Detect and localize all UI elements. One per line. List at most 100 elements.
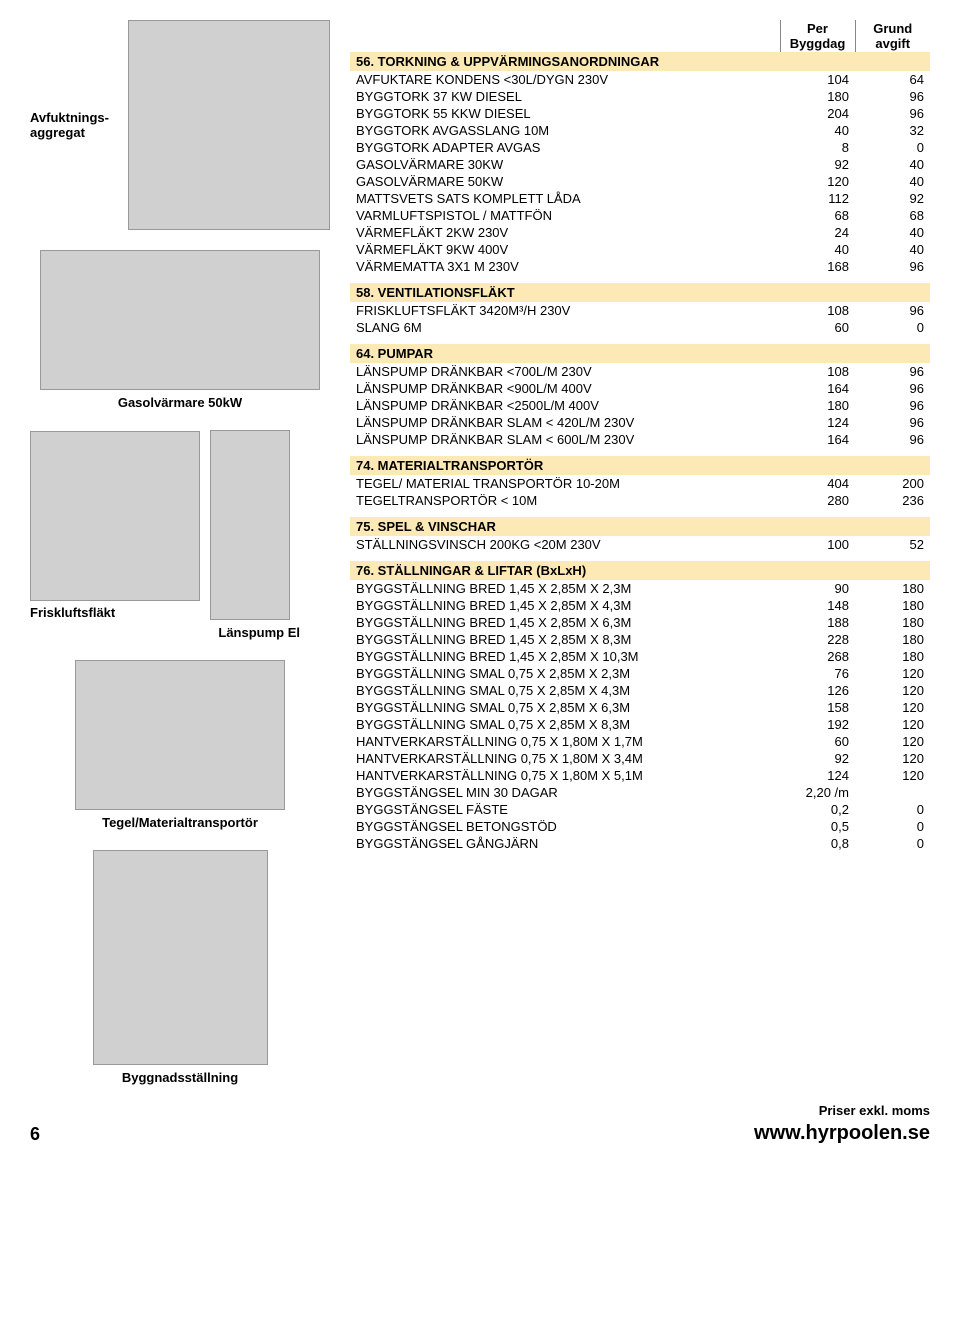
item-name: LÄNSPUMP DRÄNKBAR SLAM < 600L/M 230V [350,431,780,448]
item-name: BYGGSTÄLLNING SMAL 0,75 X 2,85M X 2,3M [350,665,780,682]
table-row: BYGGSTÄLLNING BRED 1,45 X 2,85M X 2,3M90… [350,580,930,597]
grund-avgift: 180 [855,648,930,665]
item-name: BYGGSTÄLLNING BRED 1,45 X 2,85M X 2,3M [350,580,780,597]
table-row: BYGGTORK 37 KW DIESEL18096 [350,88,930,105]
item-name: LÄNSPUMP DRÄNKBAR <700L/M 230V [350,363,780,380]
table-row: VÄRMEMATTA 3X1 M 230V16896 [350,258,930,275]
per-byggdag: 104 [780,71,855,88]
item-name: AVFUKTARE KONDENS <30L/DYGN 230V [350,71,780,88]
grund-avgift: 96 [855,88,930,105]
table-row: GASOLVÄRMARE 30KW9240 [350,156,930,173]
table-row: VARMLUFTSPISTOL / MATTFÖN6868 [350,207,930,224]
item-name: BYGGSTÄNGSEL FÄSTE [350,801,780,818]
grund-avgift: 40 [855,241,930,258]
item-name: BYGGTORK 55 KKW DIESEL [350,105,780,122]
table-row: BYGGTORK ADAPTER AVGAS80 [350,139,930,156]
per-byggdag: 0,2 [780,801,855,818]
table-row: MATTSVETS SATS KOMPLETT LÅDA11292 [350,190,930,207]
per-byggdag: 228 [780,631,855,648]
grund-avgift: 180 [855,614,930,631]
item-name: LÄNSPUMP DRÄNKBAR <900L/M 400V [350,380,780,397]
price-table: PerByggdagGrundavgift56. TORKNING & UPPV… [350,20,930,852]
item-name: LÄNSPUMP DRÄNKBAR SLAM < 420L/M 230V [350,414,780,431]
item-name: BYGGSTÄNGSEL BETONGSTÖD [350,818,780,835]
item-name: BYGGSTÄLLNING BRED 1,45 X 2,85M X 10,3M [350,648,780,665]
section-title: 75. SPEL & VINSCHAR [350,517,780,536]
image-block: Avfuktnings-aggregat [30,20,330,230]
table-row: BYGGSTÄLLNING BRED 1,45 X 2,85M X 4,3M14… [350,597,930,614]
item-name: BYGGSTÄNGSEL GÅNGJÄRN [350,835,780,852]
item-name: VÄRMEMATTA 3X1 M 230V [350,258,780,275]
table-row: LÄNSPUMP DRÄNKBAR <900L/M 400V16496 [350,380,930,397]
footer-url: www.hyrpoolen.se [754,1122,930,1145]
grund-avgift: 52 [855,536,930,553]
table-row: LÄNSPUMP DRÄNKBAR SLAM < 600L/M 230V1649… [350,431,930,448]
header-cell: PerByggdag [780,20,855,52]
price-table-column: PerByggdagGrundavgift56. TORKNING & UPPV… [350,20,930,1085]
per-byggdag: 0,5 [780,818,855,835]
page-footer: 6 Priser exkl. moms www.hyrpoolen.se [0,1095,960,1157]
item-name: GASOLVÄRMARE 50KW [350,173,780,190]
grund-avgift: 0 [855,818,930,835]
item-name: TEGEL/ MATERIAL TRANSPORTÖR 10-20M [350,475,780,492]
per-byggdag: 158 [780,699,855,716]
grund-avgift: 120 [855,750,930,767]
section-title: 74. MATERIALTRANSPORTÖR [350,456,780,475]
section-title: 64. PUMPAR [350,344,780,363]
per-byggdag: 92 [780,156,855,173]
item-name: BYGGSTÄNGSEL MIN 30 DAGAR [350,784,780,801]
image-block: Gasolvärmare 50kW [40,250,320,410]
table-row: BYGGSTÄLLNING BRED 1,45 X 2,85M X 8,3M22… [350,631,930,648]
item-name: FRISKLUFTSFLÄKT 3420M³/H 230V [350,302,780,319]
per-byggdag: 126 [780,682,855,699]
item-name: SLANG 6M [350,319,780,336]
grund-avgift: 0 [855,319,930,336]
section-title: 58. VENTILATIONSFLÄKT [350,283,780,302]
grund-avgift: 120 [855,767,930,784]
per-byggdag: 68 [780,207,855,224]
table-row: FRISKLUFTSFLÄKT 3420M³/H 230V10896 [350,302,930,319]
image-block: Tegel/Materialtransportör [75,660,285,830]
image-placeholder [40,250,320,390]
item-name: BYGGTORK 37 KW DIESEL [350,88,780,105]
per-byggdag: 0,8 [780,835,855,852]
image-placeholder [75,660,285,810]
table-row: SLANG 6M600 [350,319,930,336]
section-header-row: 76. STÄLLNINGAR & LIFTAR (BxLxH) [350,561,930,580]
per-byggdag: 268 [780,648,855,665]
table-row: BYGGSTÄLLNING SMAL 0,75 X 2,85M X 6,3M15… [350,699,930,716]
image-label: Tegel/Materialtransportör [102,815,258,830]
grund-avgift: 68 [855,207,930,224]
table-row: HANTVERKARSTÄLLNING 0,75 X 1,80M X 3,4M9… [350,750,930,767]
grund-avgift: 236 [855,492,930,509]
image-column: Avfuktnings-aggregat Gasolvärmare 50kW F… [30,20,330,1085]
table-row: BYGGSTÄLLNING SMAL 0,75 X 2,85M X 4,3M12… [350,682,930,699]
table-row: HANTVERKARSTÄLLNING 0,75 X 1,80M X 1,7M6… [350,733,930,750]
table-row: LÄNSPUMP DRÄNKBAR <700L/M 230V10896 [350,363,930,380]
table-row: TEGEL/ MATERIAL TRANSPORTÖR 10-20M404200 [350,475,930,492]
grund-avgift: 120 [855,699,930,716]
per-byggdag: 148 [780,597,855,614]
section-header-row: 64. PUMPAR [350,344,930,363]
table-row: GASOLVÄRMARE 50KW12040 [350,173,930,190]
per-byggdag: 76 [780,665,855,682]
table-row: BYGGSTÄLLNING BRED 1,45 X 2,85M X 10,3M2… [350,648,930,665]
table-row: BYGGTORK AVGASSLANG 10M4032 [350,122,930,139]
table-row: BYGGSTÄNGSEL GÅNGJÄRN0,80 [350,835,930,852]
item-name: BYGGSTÄLLNING SMAL 0,75 X 2,85M X 6,3M [350,699,780,716]
grund-avgift: 96 [855,380,930,397]
grund-avgift: 40 [855,224,930,241]
per-byggdag: 8 [780,139,855,156]
table-row: BYGGSTÄNGSEL FÄSTE0,20 [350,801,930,818]
grund-avgift: 120 [855,733,930,750]
section-header-row: 56. TORKNING & UPPVÄRMINGSANORDNINGAR [350,52,930,71]
grund-avgift: 40 [855,156,930,173]
grund-avgift: 32 [855,122,930,139]
table-row: BYGGSTÄLLNING BRED 1,45 X 2,85M X 6,3M18… [350,614,930,631]
table-header-row: PerByggdagGrundavgift [350,20,930,52]
section-header-row: 58. VENTILATIONSFLÄKT [350,283,930,302]
per-byggdag: 2,20 /m [780,784,855,801]
page-body: Avfuktnings-aggregat Gasolvärmare 50kW F… [0,0,960,1095]
image-block: Friskluftsfläkt Länspump El [30,430,330,640]
image-label: Gasolvärmare 50kW [118,395,242,410]
